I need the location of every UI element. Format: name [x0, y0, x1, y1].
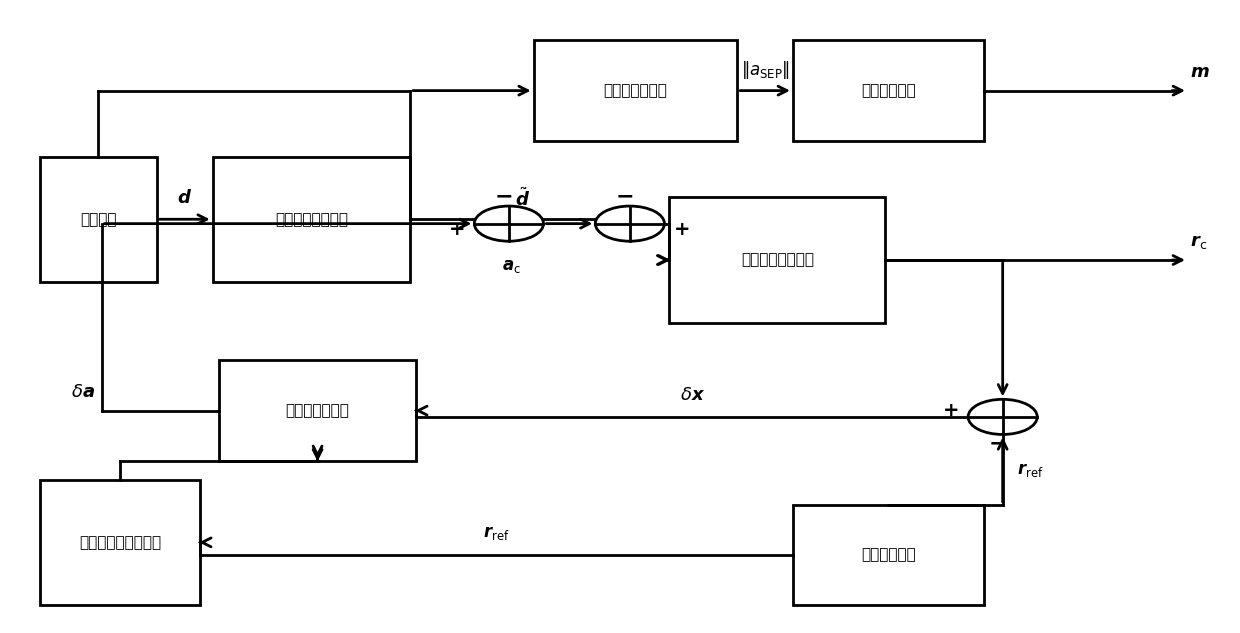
Bar [792, 505, 985, 605]
Text: 粒子群优化算法: 粒子群优化算法 [604, 83, 667, 98]
Text: $\tilde{\boldsymbol{d}}$: $\tilde{\boldsymbol{d}}$ [515, 187, 531, 210]
Text: −: − [495, 187, 513, 206]
Text: $\boldsymbol{r}_{\rm ref}$: $\boldsymbol{r}_{\rm ref}$ [1018, 461, 1044, 479]
Text: −: − [988, 434, 1007, 454]
Text: +: + [942, 401, 959, 420]
Circle shape [968, 399, 1037, 434]
Text: +: + [449, 220, 465, 239]
Text: 混合帆轨道动力学: 混合帆轨道动力学 [740, 253, 813, 268]
Text: $\delta\boldsymbol{x}$: $\delta\boldsymbol{x}$ [680, 386, 704, 404]
Text: 线性相对运动动力学: 线性相对运动动力学 [79, 535, 161, 550]
Text: 外部干扰: 外部干扰 [81, 212, 117, 227]
Text: +: + [673, 220, 689, 239]
Text: 非线性干扰观测器: 非线性干扰观测器 [275, 212, 348, 227]
Text: $\boldsymbol{r}_{\rm c}$: $\boldsymbol{r}_{\rm c}$ [1190, 232, 1208, 251]
Bar [218, 360, 417, 461]
Bar [212, 156, 410, 282]
Text: 质量变化方程: 质量变化方程 [861, 83, 916, 98]
Bar [670, 197, 885, 323]
Bar [792, 41, 985, 141]
Text: $\delta\boldsymbol{a}$: $\delta\boldsymbol{a}$ [72, 383, 95, 401]
Circle shape [475, 206, 543, 241]
Text: $\boldsymbol{d}$: $\boldsymbol{d}$ [177, 189, 192, 207]
Text: 参考周期轨道: 参考周期轨道 [861, 548, 916, 563]
Text: −: − [615, 187, 634, 206]
Text: 最优控制控制器: 最优控制控制器 [285, 403, 350, 418]
Text: $\|a_{\rm SEP}\|$: $\|a_{\rm SEP}\|$ [740, 60, 790, 81]
Text: $\boldsymbol{r}_{\rm ref}$: $\boldsymbol{r}_{\rm ref}$ [484, 524, 510, 542]
Bar [40, 480, 201, 605]
Circle shape [595, 206, 665, 241]
Text: $\boldsymbol{m}$: $\boldsymbol{m}$ [1190, 63, 1210, 81]
Bar [40, 156, 157, 282]
Bar [533, 41, 738, 141]
Text: $\boldsymbol{a}_{\rm c}$: $\boldsymbol{a}_{\rm c}$ [502, 257, 521, 275]
